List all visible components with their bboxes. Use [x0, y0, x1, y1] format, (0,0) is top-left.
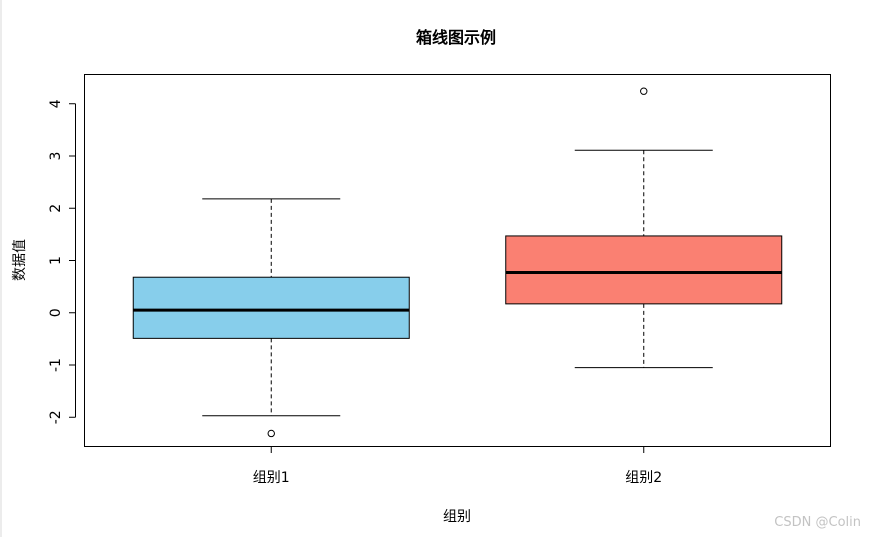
outlier-point: [640, 87, 648, 95]
outlier-point: [267, 429, 275, 438]
x-tick-label: 组别1: [253, 470, 290, 486]
box-group: [132, 198, 410, 438]
y-axis: -2 -1 0 1 2 3 4: [48, 99, 76, 424]
y-axis-label: 数据值: [12, 239, 28, 281]
y-tick-label: 4: [48, 99, 64, 108]
y-tick-label: 3: [48, 152, 64, 161]
y-tick-label: -1: [48, 358, 64, 372]
box-iqr: [132, 276, 410, 339]
x-tick-label: 组别2: [625, 470, 662, 486]
box-group-layer: [132, 87, 783, 438]
watermark: CSDN @Colin: [774, 515, 861, 530]
x-axis-label: 组别: [443, 509, 471, 525]
box-group: [505, 87, 783, 369]
chart-title: 箱线图示例: [416, 28, 496, 47]
y-tick-label: 1: [48, 256, 64, 265]
plot-area-border: [84, 74, 831, 447]
x-axis: 组别1 组别2: [253, 446, 662, 486]
box-iqr: [505, 235, 783, 305]
y-tick-label: 2: [48, 204, 64, 213]
y-tick-label: -2: [48, 410, 64, 424]
y-tick-label: 0: [48, 308, 64, 317]
window-left-edge: [0, 0, 2, 537]
